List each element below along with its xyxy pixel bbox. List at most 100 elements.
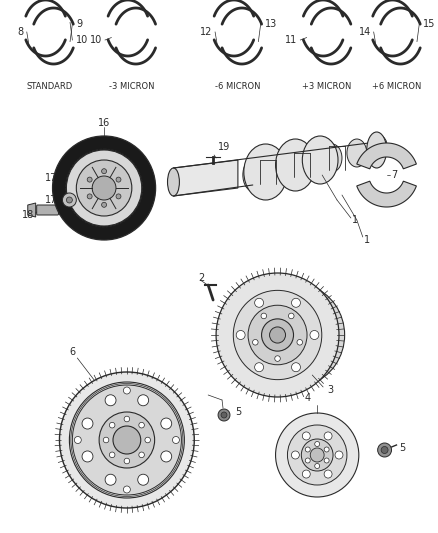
Circle shape [124, 486, 131, 493]
Text: 14: 14 [358, 27, 371, 37]
Text: 9: 9 [76, 19, 82, 29]
Circle shape [324, 458, 329, 463]
Circle shape [82, 451, 93, 462]
Circle shape [381, 447, 388, 454]
Circle shape [74, 437, 81, 443]
Circle shape [261, 313, 267, 319]
Circle shape [82, 418, 93, 429]
Text: 6: 6 [69, 347, 75, 357]
Circle shape [254, 363, 264, 372]
Circle shape [92, 176, 116, 200]
Text: 18: 18 [22, 210, 34, 220]
Circle shape [297, 340, 303, 345]
Circle shape [315, 441, 320, 447]
Circle shape [324, 470, 332, 478]
Circle shape [221, 412, 227, 418]
Circle shape [69, 382, 184, 498]
Circle shape [63, 193, 76, 207]
Circle shape [292, 298, 300, 308]
Circle shape [233, 290, 322, 379]
Circle shape [254, 298, 264, 308]
Circle shape [105, 474, 116, 485]
Text: 10: 10 [90, 35, 102, 45]
Circle shape [60, 372, 194, 508]
Text: 1: 1 [364, 235, 370, 245]
Text: STANDARD: STANDARD [26, 82, 73, 91]
Circle shape [289, 313, 294, 319]
Circle shape [216, 273, 339, 397]
Text: +3 MICRON: +3 MICRON [302, 82, 352, 91]
FancyBboxPatch shape [37, 205, 59, 215]
Text: 17: 17 [45, 173, 57, 183]
Circle shape [305, 458, 310, 463]
Text: 8: 8 [18, 27, 24, 37]
Circle shape [113, 426, 141, 454]
Circle shape [116, 194, 121, 199]
Circle shape [67, 150, 142, 226]
Text: 11: 11 [285, 35, 297, 45]
Circle shape [292, 363, 300, 372]
Circle shape [301, 439, 333, 471]
Circle shape [76, 160, 132, 216]
Ellipse shape [276, 139, 315, 191]
Circle shape [102, 169, 106, 174]
Circle shape [324, 432, 332, 440]
Polygon shape [357, 181, 417, 207]
Circle shape [87, 194, 92, 199]
Ellipse shape [243, 159, 263, 191]
Circle shape [124, 416, 130, 422]
Text: 5: 5 [235, 407, 241, 417]
Circle shape [161, 418, 172, 429]
Text: 15: 15 [423, 19, 436, 29]
Ellipse shape [167, 168, 180, 196]
Ellipse shape [244, 144, 287, 200]
Circle shape [335, 451, 343, 459]
Text: 3: 3 [327, 385, 333, 395]
Ellipse shape [272, 152, 293, 184]
Text: 4: 4 [304, 393, 311, 403]
Circle shape [276, 413, 359, 497]
Circle shape [248, 305, 307, 365]
Circle shape [67, 197, 72, 203]
Circle shape [139, 452, 145, 458]
Circle shape [310, 448, 324, 462]
Text: -6 MICRON: -6 MICRON [215, 82, 261, 91]
Circle shape [302, 470, 310, 478]
Circle shape [218, 409, 230, 421]
Circle shape [305, 447, 310, 452]
Circle shape [145, 437, 151, 443]
Polygon shape [357, 143, 417, 169]
Circle shape [310, 330, 319, 340]
Circle shape [302, 432, 310, 440]
Ellipse shape [297, 147, 317, 179]
Circle shape [138, 395, 148, 406]
Ellipse shape [302, 136, 338, 184]
Circle shape [87, 177, 92, 182]
Circle shape [103, 437, 109, 443]
Text: 2: 2 [198, 273, 205, 283]
Circle shape [291, 451, 299, 459]
Circle shape [139, 422, 145, 428]
Circle shape [105, 395, 116, 406]
Wedge shape [304, 286, 345, 384]
Circle shape [138, 474, 148, 485]
Text: 12: 12 [200, 27, 212, 37]
Text: 10: 10 [76, 35, 88, 45]
Circle shape [324, 447, 329, 452]
Circle shape [378, 443, 392, 457]
Circle shape [110, 452, 115, 458]
Polygon shape [173, 160, 238, 196]
Circle shape [287, 425, 347, 485]
Circle shape [161, 451, 172, 462]
Circle shape [124, 387, 131, 394]
Ellipse shape [322, 144, 342, 172]
Circle shape [261, 319, 293, 351]
Circle shape [275, 356, 280, 361]
Text: 13: 13 [265, 19, 277, 29]
Circle shape [99, 412, 155, 468]
Circle shape [116, 177, 121, 182]
Text: -3 MICRON: -3 MICRON [109, 82, 155, 91]
Text: 7: 7 [392, 170, 398, 180]
Circle shape [269, 327, 286, 343]
Circle shape [236, 330, 245, 340]
